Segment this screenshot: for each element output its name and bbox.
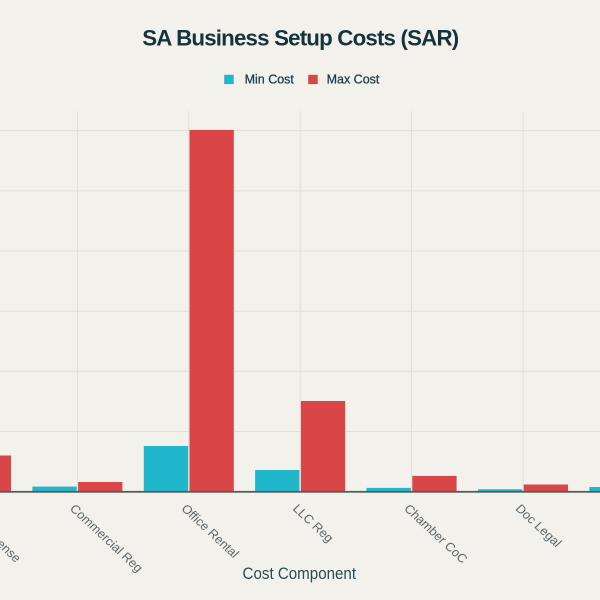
svg-text:Cost Component: Cost Component <box>243 565 357 583</box>
svg-text:Min Cost: Min Cost <box>245 72 295 86</box>
svg-text:SA Business Setup Costs (SAR): SA Business Setup Costs (SAR) <box>142 26 458 51</box>
svg-text:Max Cost: Max Cost <box>327 72 380 86</box>
